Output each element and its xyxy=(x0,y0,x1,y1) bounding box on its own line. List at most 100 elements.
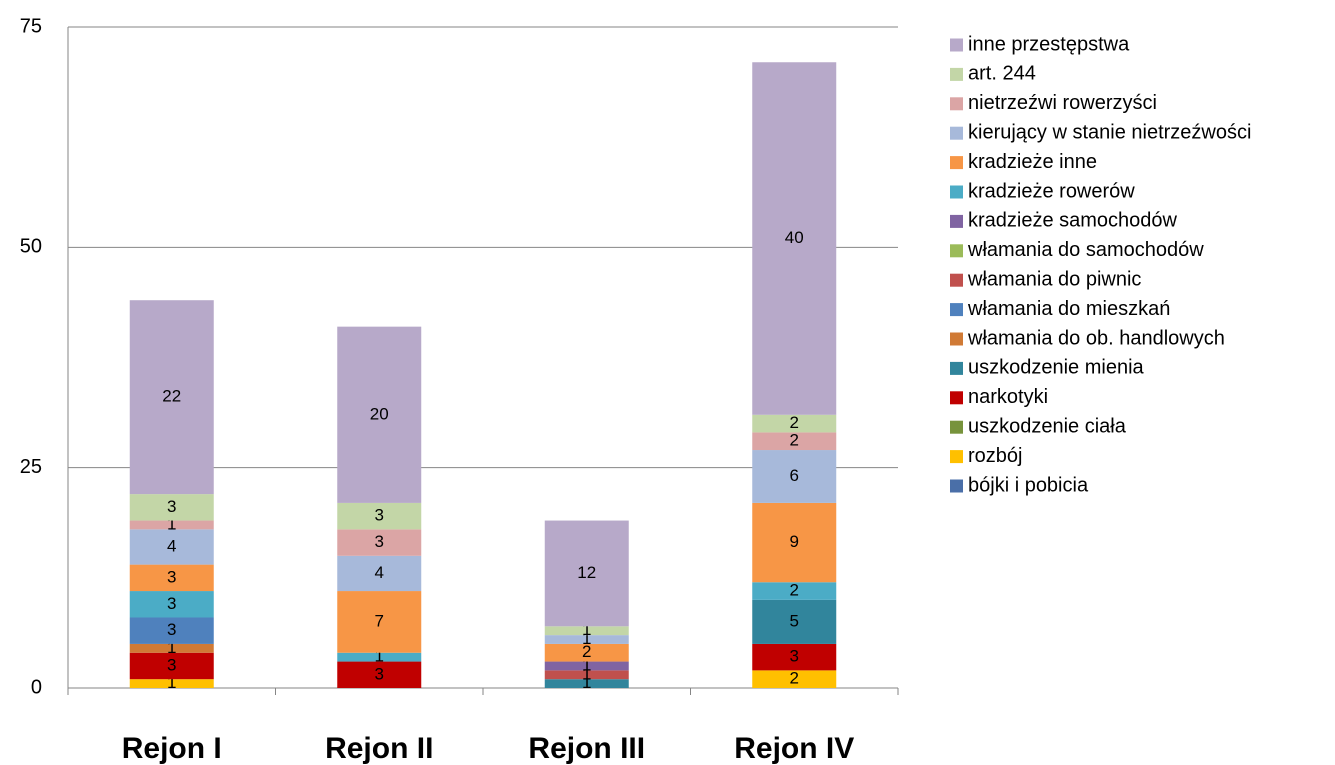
bar-segment xyxy=(544,661,629,671)
data-label: 3 xyxy=(375,664,384,683)
data-label: 40 xyxy=(785,228,804,247)
bar-segment xyxy=(752,432,837,451)
legend-label: narkotyki xyxy=(968,386,1048,408)
legend-swatch xyxy=(950,361,963,375)
data-label: 2 xyxy=(790,669,799,688)
bar-segment xyxy=(752,599,837,644)
legend-label: kradzieże rowerów xyxy=(968,180,1135,202)
legend-label: włamania do ob. handlowych xyxy=(967,327,1225,349)
bar-segment xyxy=(337,529,422,556)
bar-segment xyxy=(129,591,214,618)
data-label: 22 xyxy=(162,387,181,406)
legend-label: art. 244 xyxy=(968,63,1036,85)
bar-segment xyxy=(544,679,629,688)
legend-swatch xyxy=(950,67,963,81)
data-label: 1 xyxy=(582,629,591,648)
legend-label: kradzieże inne xyxy=(968,151,1097,173)
data-label: 1 xyxy=(582,664,591,683)
legend-label: bójki i pobicia xyxy=(968,474,1089,496)
legend-swatch xyxy=(950,244,963,258)
data-label: 4 xyxy=(375,563,384,582)
data-label: 1 xyxy=(375,647,384,666)
data-label: 9 xyxy=(790,532,799,551)
y-tick-label: 75 xyxy=(20,15,42,37)
legend-label: włamania do mieszkań xyxy=(967,298,1170,320)
legend-swatch xyxy=(950,126,963,140)
legend-swatch xyxy=(950,214,963,228)
y-tick-label: 0 xyxy=(31,676,42,698)
bar-segment xyxy=(752,450,837,503)
bar-segment xyxy=(129,564,214,592)
bar-segment xyxy=(129,617,214,644)
bar-segment xyxy=(544,626,629,636)
bar-segment xyxy=(544,670,629,680)
bar-segment xyxy=(337,555,422,592)
data-label: 3 xyxy=(375,506,384,525)
data-label: 1 xyxy=(167,638,176,657)
bar-segment xyxy=(544,520,629,627)
bar-segment xyxy=(129,529,214,565)
legend-swatch xyxy=(950,479,963,493)
legend-swatch xyxy=(950,273,963,287)
bar-segment xyxy=(129,679,214,688)
bar-segment xyxy=(129,300,214,495)
legend-label: kradzieże samochodów xyxy=(968,210,1178,232)
data-label: 3 xyxy=(790,647,799,666)
bar-segment xyxy=(337,652,422,662)
data-label: 2 xyxy=(790,431,799,450)
bar-segment xyxy=(752,670,837,688)
data-label: 1 xyxy=(167,673,176,692)
legend-label: włamania do samochodów xyxy=(967,239,1204,261)
data-label: 2 xyxy=(790,413,799,432)
bar-segment xyxy=(337,591,422,653)
bar-segment xyxy=(544,643,629,662)
legend-label: rozbój xyxy=(968,445,1022,467)
legend-swatch xyxy=(950,38,963,52)
legend-label: kierujący w stanie nietrzeźwości xyxy=(968,121,1251,143)
data-label: 20 xyxy=(370,404,389,423)
x-tick-label: Rejon IV xyxy=(734,732,854,765)
x-tick-label: Rejon III xyxy=(528,732,645,765)
legend-swatch xyxy=(950,185,963,199)
data-label: 3 xyxy=(375,532,384,551)
bar-segment xyxy=(752,643,837,671)
data-label: 5 xyxy=(790,611,799,630)
data-label: 12 xyxy=(577,563,596,582)
data-label: 7 xyxy=(375,611,384,630)
data-label: 1 xyxy=(582,620,591,639)
bar-segment xyxy=(752,502,837,583)
legend-swatch xyxy=(950,97,963,111)
legend-swatch xyxy=(950,303,963,317)
bar-segment xyxy=(752,582,837,600)
legend-swatch xyxy=(950,156,963,170)
data-label: 1 xyxy=(167,514,176,533)
bar-segment xyxy=(129,520,214,530)
legend-swatch xyxy=(950,450,963,464)
x-tick-label: Rejon II xyxy=(325,732,433,765)
bar-segment xyxy=(337,661,422,688)
legend-swatch xyxy=(950,332,963,346)
legend-label: włamania do piwnic xyxy=(967,268,1141,290)
bar-segment xyxy=(337,502,422,530)
data-label: 3 xyxy=(167,594,176,613)
data-label: 1 xyxy=(582,673,591,692)
data-label: 4 xyxy=(167,536,176,555)
bar-segment xyxy=(752,414,837,433)
bar-segment xyxy=(337,326,422,503)
legend-label: uszkodzenie mienia xyxy=(968,357,1145,379)
bar-segment xyxy=(129,494,214,521)
legend-label: uszkodzenie ciała xyxy=(968,415,1127,437)
data-label: 3 xyxy=(167,620,176,639)
data-label: 3 xyxy=(167,655,176,674)
legend-label: inne przestępstwa xyxy=(968,33,1130,55)
bar-segment xyxy=(544,635,629,644)
legend-label: nietrzeźwi rowerzyści xyxy=(968,92,1157,114)
data-label: 2 xyxy=(790,581,799,600)
legend-swatch xyxy=(950,420,963,434)
data-label: 6 xyxy=(790,466,799,485)
data-label: 3 xyxy=(167,567,176,586)
bar-segment xyxy=(752,62,837,415)
y-tick-label: 50 xyxy=(20,236,42,258)
y-tick-label: 25 xyxy=(20,456,42,478)
bar-segment xyxy=(129,652,214,680)
